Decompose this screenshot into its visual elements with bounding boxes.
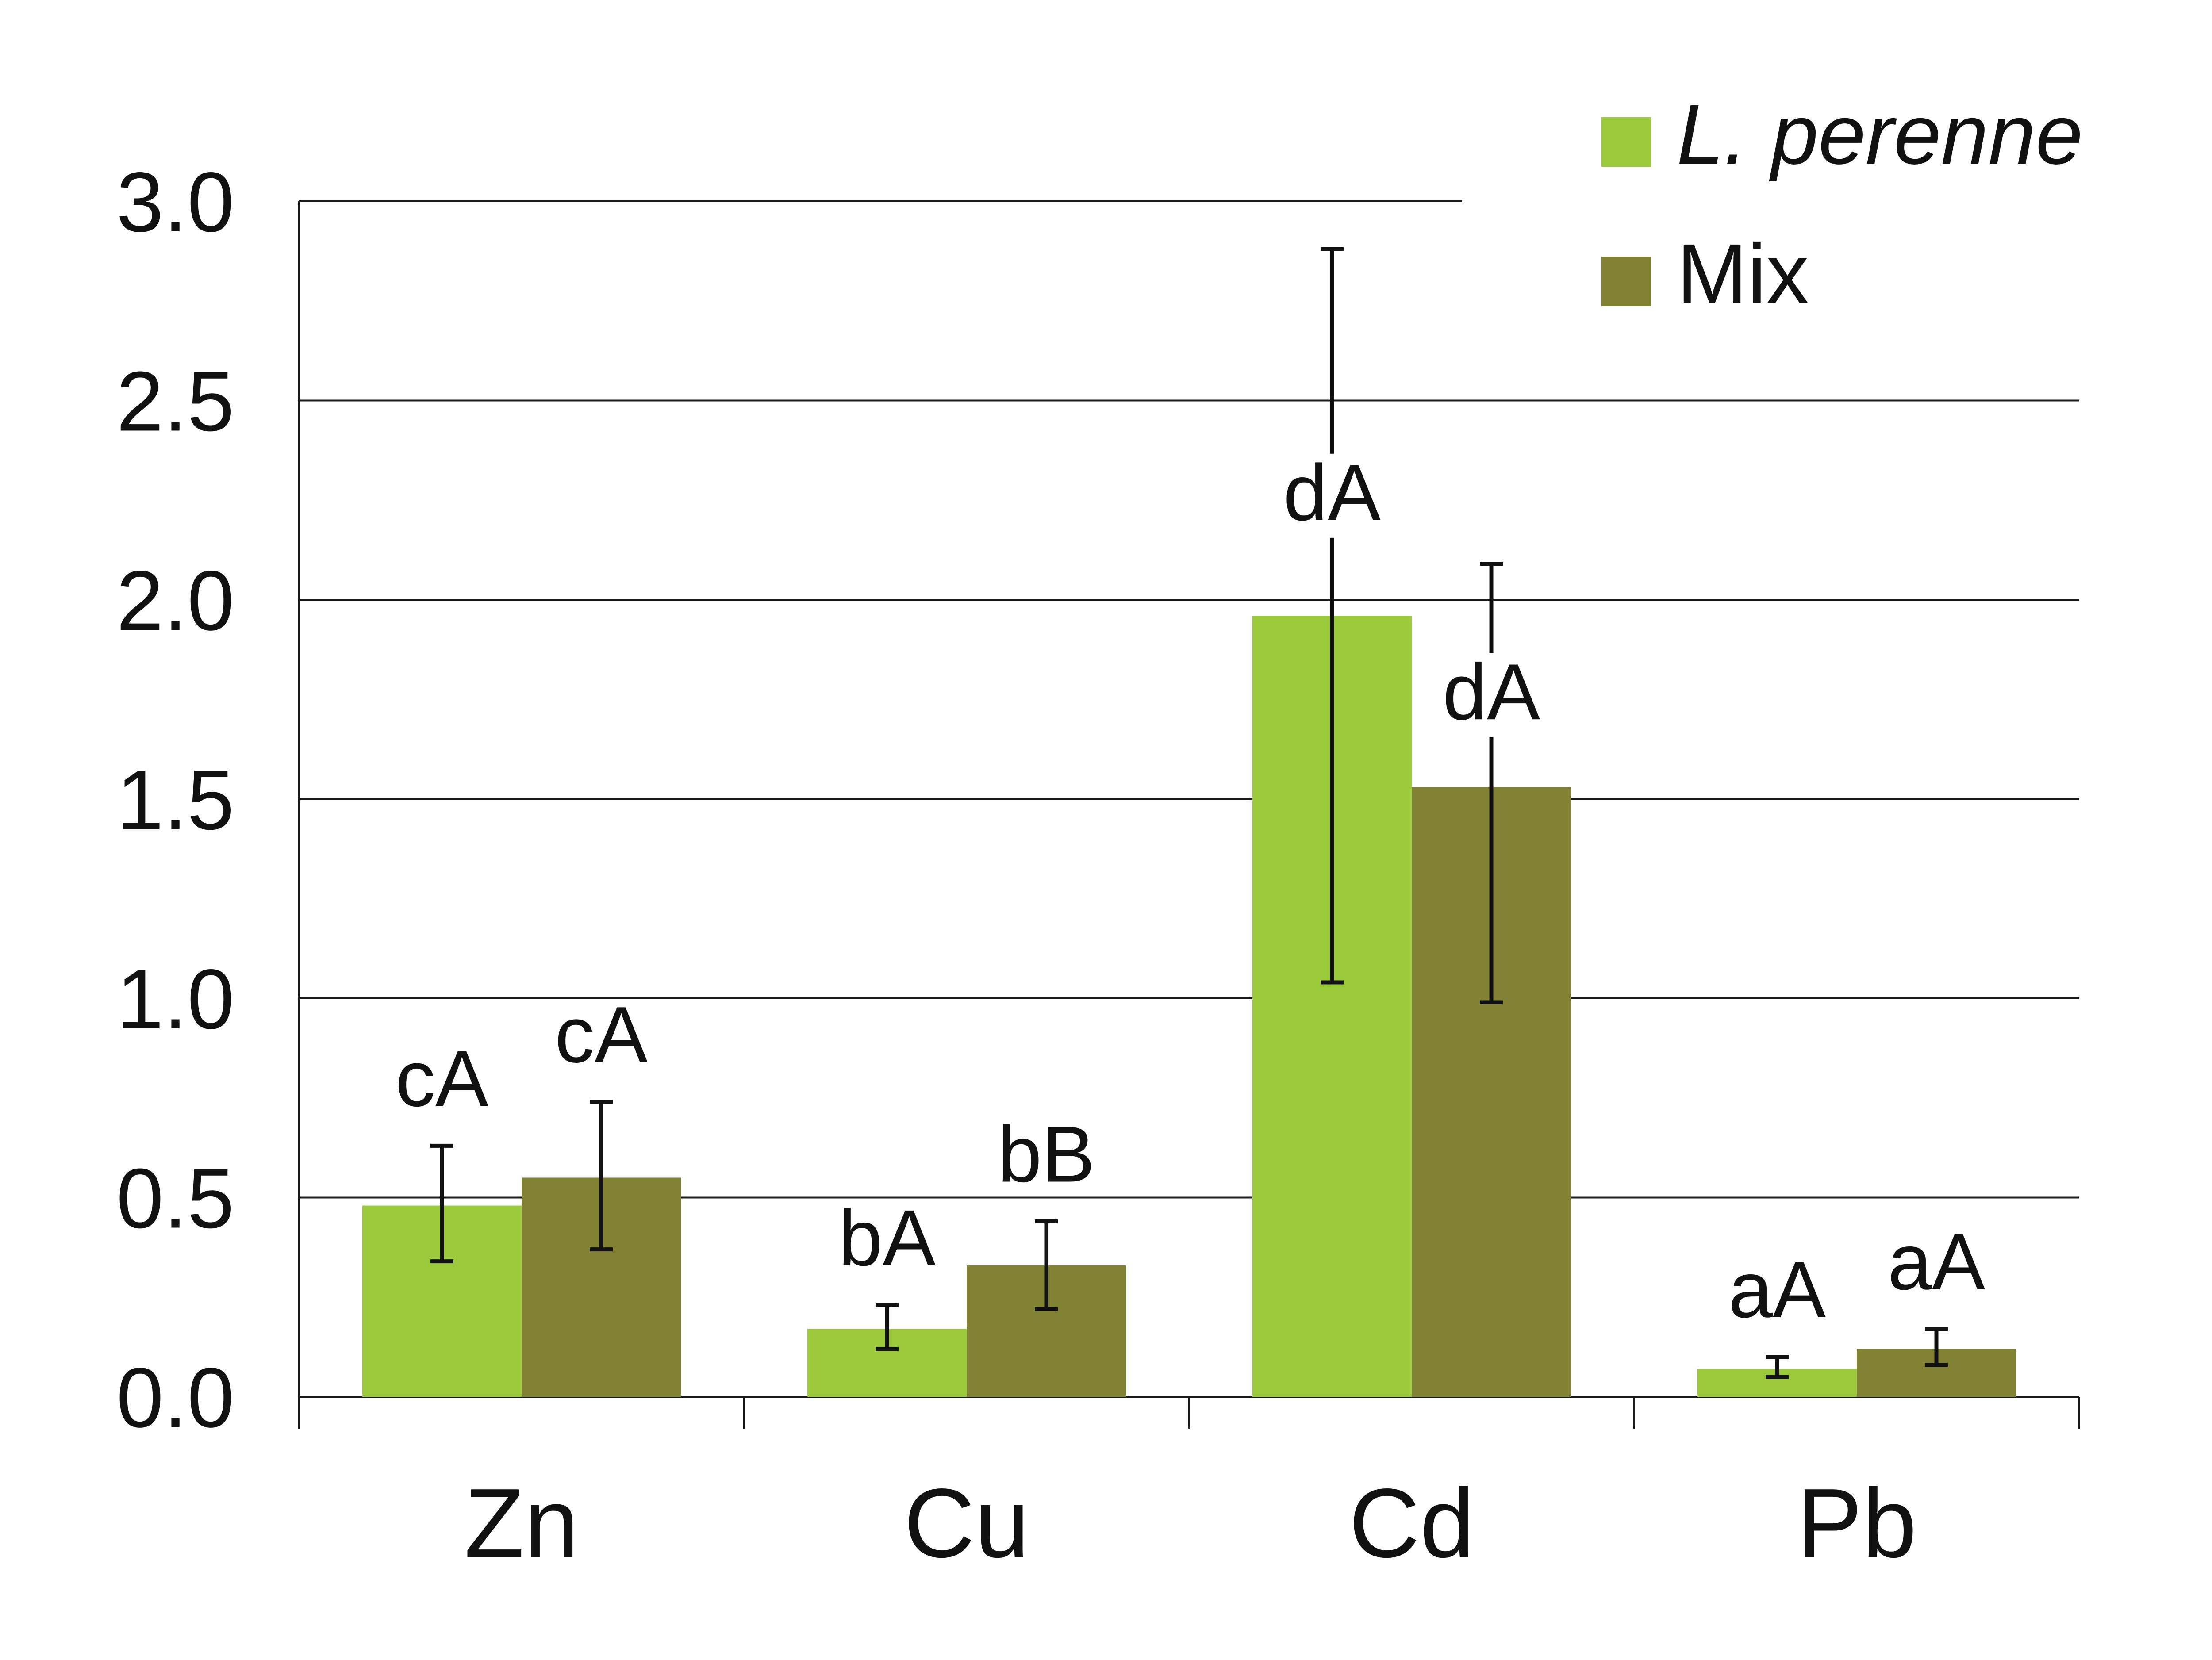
x-category-label: Pb xyxy=(1797,1468,1917,1578)
y-tick-label: 0.0 xyxy=(116,1350,234,1445)
y-tick-label: 1.0 xyxy=(116,951,234,1047)
error-bar xyxy=(1321,247,1344,985)
x-category-label: Zn xyxy=(464,1468,579,1578)
x-category-label: Cd xyxy=(1349,1468,1475,1578)
significance-label: dA xyxy=(1283,449,1381,537)
y-tick-label: 1.5 xyxy=(116,752,234,847)
error-bar xyxy=(590,1100,613,1252)
legend-swatch xyxy=(1601,117,1651,167)
axes xyxy=(298,201,2080,1429)
label-backdrop xyxy=(1434,653,1549,737)
error-bar xyxy=(1925,1327,1948,1367)
error-bar xyxy=(1766,1355,1789,1379)
significance-labels: cA cA bA bB dA dA aA aA xyxy=(396,449,1985,1334)
error-bar xyxy=(430,1143,453,1264)
significance-label: bB xyxy=(998,1110,1095,1199)
significance-label: dA xyxy=(1443,648,1540,736)
legend: L. perenne Mix xyxy=(1601,87,2083,321)
significance-label: cA xyxy=(396,1034,488,1123)
x-category-labels: Zn Cu Cd Pb xyxy=(464,1468,1916,1578)
error-bar xyxy=(1035,1219,1058,1311)
error-bar xyxy=(1480,562,1503,1004)
label-backdrop xyxy=(1275,453,1390,538)
y-tick-label: 0.5 xyxy=(116,1151,234,1246)
y-tick-label: 2.5 xyxy=(116,354,234,449)
legend-label: L. perenne xyxy=(1677,87,2083,182)
x-category-label: Cu xyxy=(904,1468,1029,1578)
significance-label: aA xyxy=(1728,1246,1826,1334)
y-tick-label: 3.0 xyxy=(116,154,234,249)
y-tick-labels: 0.0 0.5 1.0 1.5 2.0 2.5 3.0 xyxy=(116,154,234,1445)
legend-label: Mix xyxy=(1677,226,1809,321)
y-tick-label: 2.0 xyxy=(116,553,234,648)
significance-label: cA xyxy=(555,990,648,1079)
error-bars xyxy=(430,247,1948,1379)
legend-swatch xyxy=(1601,257,1651,306)
error-bar xyxy=(876,1303,899,1351)
significance-label: aA xyxy=(1888,1218,1985,1307)
significance-label: bA xyxy=(838,1194,936,1283)
